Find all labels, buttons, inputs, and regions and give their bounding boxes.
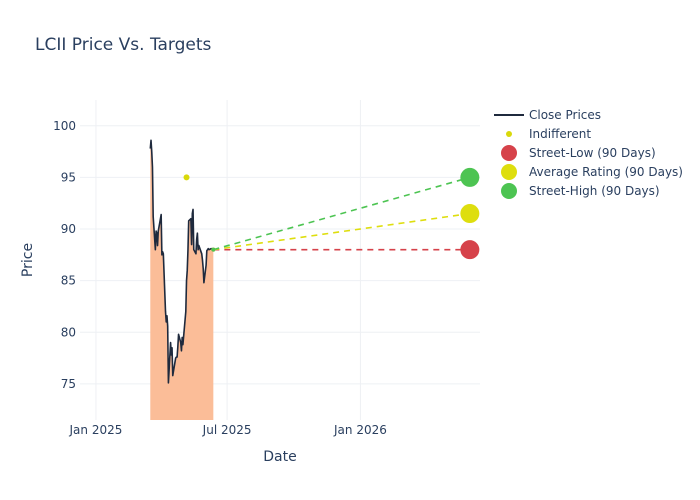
legend-swatch-dot bbox=[506, 131, 512, 137]
price-line-group bbox=[149, 139, 214, 384]
target-lines bbox=[213, 176, 471, 251]
legend-label: Average Rating (90 Days) bbox=[529, 165, 683, 179]
target-start-marker bbox=[211, 247, 216, 252]
markers bbox=[183, 167, 480, 260]
close-price-line bbox=[149, 139, 214, 384]
x-tick-label: Jan 2025 bbox=[69, 423, 123, 437]
indifferent-marker bbox=[183, 174, 190, 181]
legend-label: Close Prices bbox=[529, 108, 601, 122]
target-marker bbox=[460, 240, 480, 260]
y-tick-label: 95 bbox=[61, 170, 76, 184]
price-area bbox=[150, 140, 214, 421]
x-axis-label: Date bbox=[263, 449, 296, 465]
legend-swatch-marker bbox=[501, 164, 517, 180]
grid bbox=[80, 100, 480, 420]
tick-labels: 75 80 85 90 95 100 Jan 2025 Jul 2025 Jan 2026 bbox=[53, 119, 387, 437]
legend-swatch-marker bbox=[501, 183, 517, 199]
legend-swatch-marker bbox=[501, 145, 517, 161]
chart-title: LCII Price Vs. Targets bbox=[35, 35, 212, 55]
legend-label: Indifferent bbox=[529, 127, 591, 141]
close-price-area bbox=[150, 140, 214, 421]
legend: Close Prices Indifferent Street-Low (90 Da… bbox=[494, 108, 683, 199]
y-tick-label: 90 bbox=[61, 222, 76, 236]
x-tick-label: Jan 2026 bbox=[333, 423, 387, 437]
legend-label: Street-Low (90 Days) bbox=[529, 146, 656, 160]
x-tick-label: Jul 2025 bbox=[202, 423, 252, 437]
y-tick-label: 75 bbox=[61, 377, 76, 391]
y-tick-label: 80 bbox=[61, 325, 76, 339]
legend-label: Street-High (90 Days) bbox=[529, 184, 660, 198]
target-marker bbox=[460, 167, 480, 187]
y-tick-label: 100 bbox=[53, 119, 76, 133]
y-tick-label: 85 bbox=[61, 274, 76, 288]
target-line bbox=[213, 176, 471, 251]
y-axis-label: Price bbox=[20, 243, 36, 277]
target-marker bbox=[460, 204, 480, 224]
